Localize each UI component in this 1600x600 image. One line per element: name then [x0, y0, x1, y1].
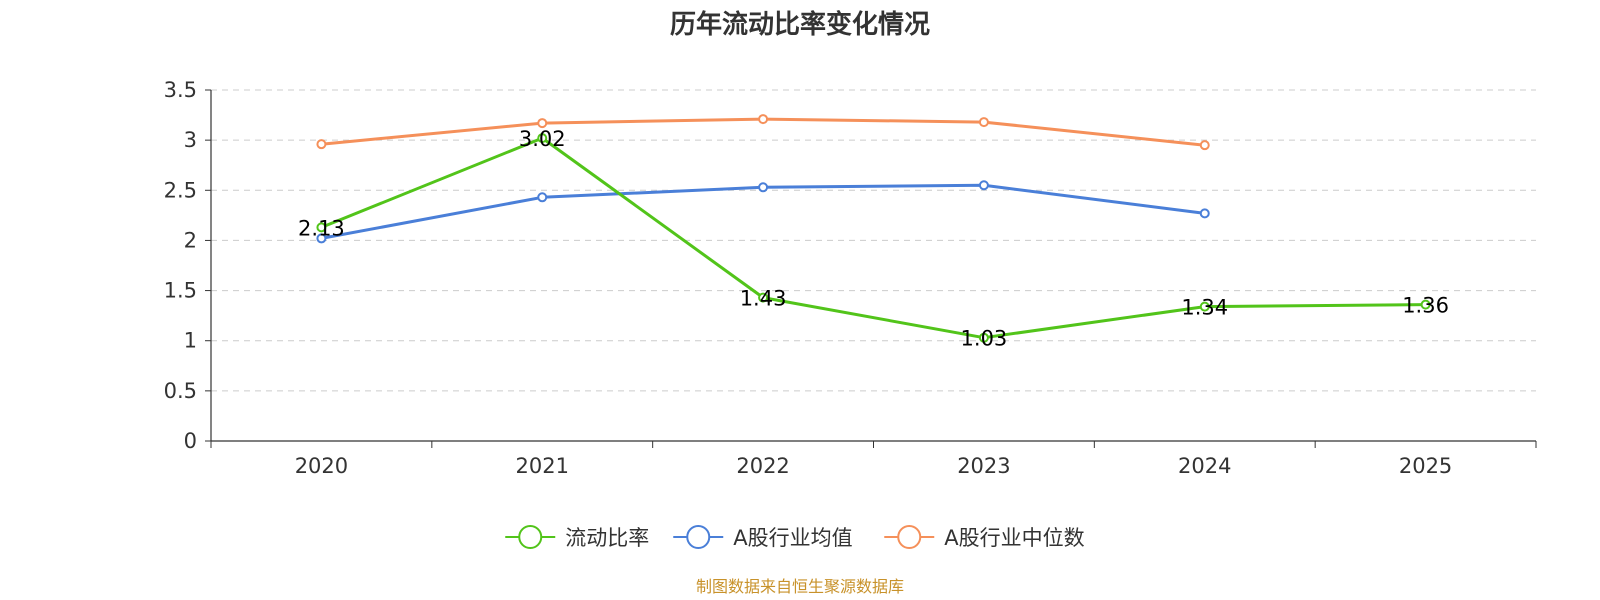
series-line-1 [321, 183, 1205, 240]
data-point-0-2020[interactable] [316, 222, 327, 233]
data-label-2022: 1.43 [740, 287, 787, 311]
x-tick-label-2020: 2020 [295, 454, 348, 478]
data-point-1-2023[interactable] [978, 180, 989, 191]
data-label-2024: 1.34 [1181, 296, 1228, 320]
y-tick-label-3: 1.5 [164, 279, 197, 303]
series-line-0 [320, 136, 1426, 340]
legend-label-0: 流动比率 [565, 526, 649, 550]
y-tick-label-7: 3.5 [164, 78, 197, 102]
data-point-0-2023[interactable] [978, 332, 989, 343]
source-note: 制图数据来自恒生聚源数据库 [696, 577, 904, 596]
y-tick-label-5: 2.5 [164, 178, 197, 202]
data-point-0-2022[interactable] [758, 292, 769, 303]
axes: 0 0.5 1 1.5 2 2.5 3 3.5 2020 2021 2022 2023 2024 2025 [164, 78, 1537, 478]
legend-item-1[interactable]: A股行业均值 [673, 525, 853, 550]
x-tick-label-2022: 2022 [736, 454, 789, 478]
legend[interactable]: 流动比率 A股行业均值 A股行业中位数 [505, 525, 1085, 550]
series-0: 2.13 3.02 1.43 1.03 1.34 1.36 [298, 127, 1449, 351]
data-point-2-2020[interactable] [316, 139, 327, 150]
data-point-2-2024[interactable] [1199, 140, 1210, 151]
grid [211, 89, 1536, 392]
legend-item-2[interactable]: A股行业中位数 [884, 525, 1085, 550]
data-label-2020: 2.13 [298, 216, 345, 240]
y-tick-label-2: 1 [184, 329, 197, 353]
series-group: 2.13 3.02 1.43 1.03 1.34 1.36 [298, 114, 1449, 351]
legend-label-1: A股行业均值 [733, 526, 852, 550]
data-point-2-2021[interactable] [537, 118, 548, 129]
data-point-1-2020[interactable] [316, 233, 327, 244]
legend-label-2: A股行业中位数 [944, 526, 1084, 550]
data-point-0-2025[interactable] [1420, 299, 1431, 310]
data-point-1-2022[interactable] [758, 182, 769, 193]
x-tick-label-2021: 2021 [516, 454, 569, 478]
y-tick-label-1: 0.5 [164, 379, 197, 403]
chart-title: 历年流动比率变化情况 [670, 9, 930, 40]
series-2 [316, 114, 1210, 151]
data-point-0-2021[interactable] [537, 133, 548, 144]
data-label-2021: 3.02 [519, 127, 566, 151]
x-tick-label-2025: 2025 [1399, 454, 1452, 478]
x-tick-label-2024: 2024 [1178, 454, 1231, 478]
legend-marker-1 [686, 525, 711, 549]
y-tick-label-4: 2 [184, 228, 197, 252]
y-tick-label-0: 0 [184, 429, 197, 453]
data-point-0-2024[interactable] [1199, 301, 1210, 312]
legend-item-0[interactable]: 流动比率 [505, 525, 649, 550]
y-tick-label-6: 3 [184, 128, 197, 152]
data-point-2-2022[interactable] [758, 114, 769, 125]
data-point-2-2023[interactable] [978, 117, 989, 128]
legend-marker-0 [518, 525, 543, 549]
data-point-1-2024[interactable] [1199, 208, 1210, 219]
legend-marker-2 [897, 525, 922, 549]
series-1 [316, 180, 1210, 244]
x-tick-label-2023: 2023 [957, 454, 1010, 478]
data-label-2023: 1.03 [961, 327, 1008, 351]
data-label-2025: 1.36 [1402, 294, 1449, 318]
data-point-1-2021[interactable] [537, 192, 548, 203]
